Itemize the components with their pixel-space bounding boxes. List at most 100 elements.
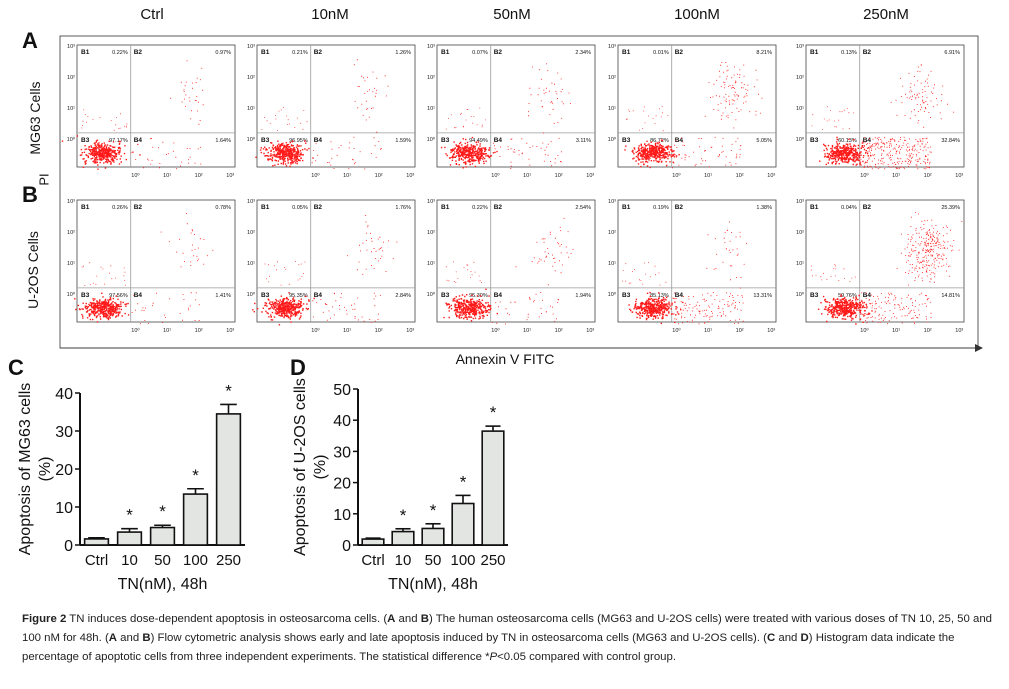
column-title-10nm: 10nM [311,6,349,23]
x-tick-label: 10³ [767,328,775,334]
event-dots [624,62,763,169]
y-tick-label: 10² [796,75,804,81]
quadrant-percent-b4: 14.81% [941,293,960,299]
y-tick-label: 10¹ [247,106,255,112]
significance-marker: * [192,466,199,485]
x-tick-label: 100 [450,552,475,569]
y-tick-label: 10⁰ [427,136,436,143]
caption-p-symbol: P [489,651,498,663]
quadrant-percent-b3: 94.49% [469,138,488,144]
caption-ref-a: A [387,613,396,625]
x-tick-label: 10⁰ [860,327,869,334]
y-tick-label: 10² [427,75,435,81]
quadrant-percent-b3: 59.76% [838,293,857,299]
quadrant-percent-b2: 2.34% [575,50,591,56]
x-tick-label: 10² [195,173,203,179]
panel-letter-c: C [8,355,24,380]
y-tick-label: 10³ [796,199,804,205]
quadrant-name-b4: B4 [134,292,143,299]
x-tick-label: 10³ [955,328,963,334]
y-tick-label: 10⁰ [67,136,76,143]
quadrant-percent-b4: 1.64% [215,138,231,144]
y-tick-label: 10¹ [796,106,804,112]
y-tick-label: 10² [608,230,616,236]
quadrant-percent-b1: 0.05% [292,205,308,211]
column-title-50nm: 50nM [493,6,531,23]
plot-frame [617,44,777,168]
x-tick-label: 10 [395,552,412,569]
quadrant-percent-b2: 25.39% [941,205,960,211]
quadrant-name-b2: B2 [314,204,323,211]
quadrant-name-b1: B1 [261,204,270,211]
caption-text: TN induces dose-dependent apoptosis in o… [66,613,388,625]
quadrant-percent-b4: 2.84% [395,293,411,299]
quadrant-percent-b3: 95.35% [289,293,308,299]
quadrant-name-b4: B4 [314,137,323,144]
x-tick-label: 10⁰ [672,172,681,179]
quadrant-percent-b4: 5.05% [756,138,772,144]
flow-cytometry-grid: Annexin V FITC 10³ 10² 10¹ 10⁰ 10⁰ 10¹ 10² 10³ B1… [59,35,983,367]
significance-marker: * [490,403,497,422]
quadrant-percent-b2: 0.97% [215,50,231,56]
x-tick-label: 10⁰ [860,172,869,179]
x-tick-label: 50 [154,552,171,569]
y-tick-label: 40 [55,386,73,403]
significance-marker: * [400,506,407,525]
y-tick-label: 10¹ [796,261,804,267]
quadrant-percent-b3: 60.13% [838,138,857,144]
plot-frame [617,199,777,323]
flow-plot: 10³ 10² 10¹ 10⁰ 10⁰ 10¹ 10² 10³ B1 B2 B3 B4 0.22% 2.5… [427,199,596,334]
significance-marker: * [159,502,166,521]
y-axis-title: Apoptosis of U-2OS cells [292,378,309,556]
quadrant-name-b3: B3 [261,137,270,144]
y-tick-label: 10² [427,230,435,236]
x-axis-label-annexin: Annexin V FITC [456,351,555,367]
caption-ref-c: C [766,632,776,644]
flow-plot: 10³ 10² 10¹ 10⁰ 10⁰ 10¹ 10² 10³ B1 B2 B3 B4 0.22% 0.9… [61,44,236,179]
caption-text: and [395,613,421,625]
quadrant-name-b3: B3 [441,137,450,144]
y-tick-label: 10⁰ [608,136,617,143]
x-tick-label: 10¹ [704,173,712,179]
x-tick-label: 10⁰ [491,327,500,334]
x-tick-label: 10⁰ [491,172,500,179]
quadrant-percent-b2: 1.26% [395,50,411,56]
bar [451,502,475,546]
x-tick-label: 10¹ [163,173,171,179]
caption-ref-b: B [420,613,429,625]
quadrant-percent-b2: 6.91% [944,50,960,56]
quadrant-percent-b4: 3.11% [576,138,591,144]
quadrant-name-b1: B1 [810,49,819,56]
y-tick-label: 40 [333,413,351,430]
significance-marker: * [460,472,467,491]
flow-plot: 10³ 10² 10¹ 10⁰ 10⁰ 10¹ 10² 10³ B1 B2 B3 B4 0.21% 1.2… [247,44,416,179]
y-tick-label: 10³ [427,199,435,205]
quadrant-name-b4: B4 [134,137,143,144]
caption-ref-b: B [142,632,151,644]
quadrant-percent-b1: 0.04% [841,205,857,211]
quadrant-name-b1: B1 [810,204,819,211]
y-tick-label: 10³ [67,199,75,205]
x-tick-label: 10 [121,552,138,569]
column-title-250nm: 250nM [863,6,909,23]
plot-frame [436,44,596,168]
bar [215,413,242,546]
quadrant-name-b4: B4 [863,137,872,144]
flow-plot: 10³ 10² 10¹ 10⁰ 10⁰ 10¹ 10² 10³ B1 B2 B3 B4 0.19% 1.3… [608,199,777,334]
quadrant-name-b1: B1 [622,49,631,56]
caption-text: and [116,632,143,644]
plot-frame [76,199,236,323]
quadrant-name-b2: B2 [863,49,872,56]
x-tick-label: 10¹ [523,328,531,334]
quadrant-name-b2: B2 [134,49,143,56]
bar [481,430,505,546]
y-tick-label: 0 [342,538,351,555]
x-tick-label: Ctrl [361,552,384,569]
quadrant-percent-b1: 0.22% [472,205,488,211]
y-tick-label: 10³ [247,44,255,50]
plot-frame [76,44,236,168]
bar [182,493,209,546]
quadrant-name-b2: B2 [134,204,143,211]
y-tick-label: 10³ [608,199,616,205]
bar [391,530,415,546]
